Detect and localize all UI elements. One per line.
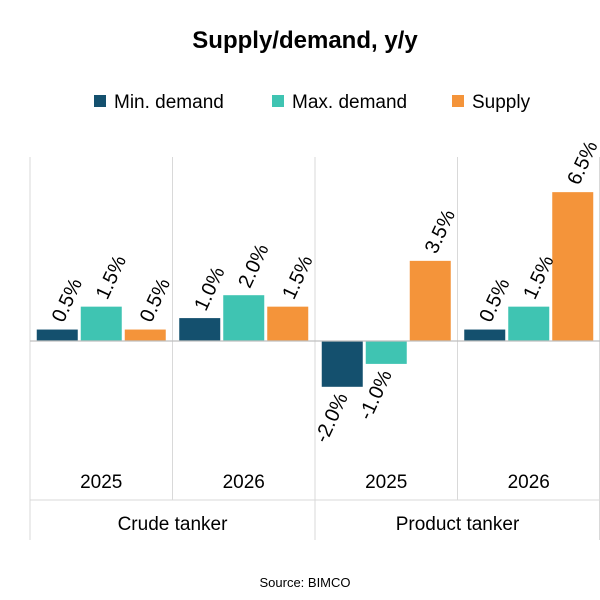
x-axis: 2025 2026 2025 2026 Crude tanker Product tank… — [30, 340, 600, 535]
data-label-max-demand-2: 2.0% — [234, 241, 273, 292]
tick-label-2: 2026 — [223, 472, 265, 493]
group-label-product-tanker: Product tanker — [396, 514, 520, 535]
chart-title: Supply/demand, y/y — [192, 27, 418, 54]
legend-label-supply: Supply — [472, 92, 531, 113]
legend-label-min-demand: Min. demand — [114, 92, 224, 113]
bar-max-demand-1 — [80, 306, 122, 341]
legend-swatch-min-demand — [94, 95, 106, 107]
data-labels-layer: 0.5% 1.5% 0.5% 1.0% 2.0% 1.5%-2.0% -1.0%3.5%0.… — [48, 137, 600, 446]
data-label-supply-2: 1.5% — [278, 252, 317, 303]
legend-swatch-supply — [452, 95, 464, 107]
data-label-supply-3: 3.5% — [421, 206, 460, 257]
bars-layer — [36, 192, 594, 387]
tick-label-4: 2026 — [508, 472, 550, 493]
bar-min-demand-4 — [464, 329, 506, 341]
data-label-max-demand-1: 1.5% — [92, 252, 131, 303]
bar-min-demand-1 — [36, 329, 78, 341]
tick-label-1: 2025 — [80, 472, 122, 493]
bar-supply-3 — [409, 260, 451, 341]
bar-supply-1 — [124, 329, 166, 341]
legend-swatch-max-demand — [272, 95, 284, 107]
bar-min-demand-2 — [179, 318, 221, 341]
group-label-crude-tanker: Crude tanker — [118, 514, 229, 535]
tick-label-3: 2025 — [365, 472, 407, 493]
bar-max-demand-4 — [508, 306, 550, 341]
data-label-supply-4: 6.5% — [563, 137, 600, 188]
legend: Min. demand Max. demand Supply — [94, 92, 531, 113]
data-label-min-demand-3: -2.0% — [311, 389, 353, 446]
legend-label-max-demand: Max. demand — [292, 92, 407, 113]
bar-supply-2 — [267, 306, 309, 341]
bar-supply-4 — [552, 192, 594, 341]
bar-min-demand-3 — [321, 341, 363, 387]
source-note: Source: BIMCO — [259, 575, 350, 590]
data-label-supply-1: 0.5% — [136, 275, 175, 326]
bar-max-demand-2 — [223, 295, 265, 341]
bar-max-demand-3 — [365, 341, 407, 364]
